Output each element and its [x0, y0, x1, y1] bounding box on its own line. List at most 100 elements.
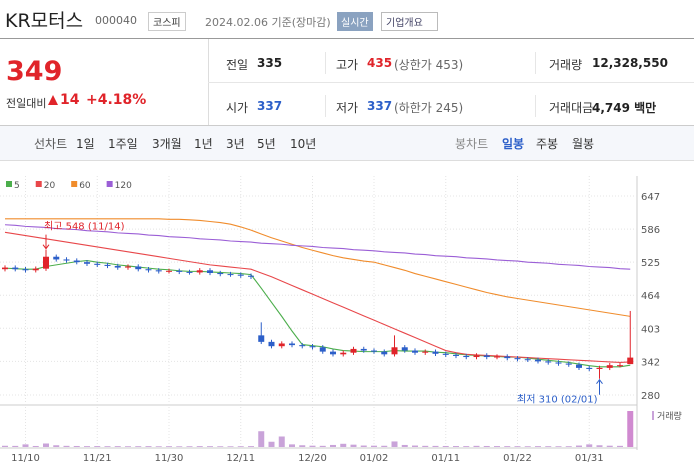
volume-swatch: [652, 411, 654, 420]
candle-body: [391, 347, 398, 355]
tab[interactable]: 3년: [226, 137, 245, 151]
tab[interactable]: 1일: [76, 137, 95, 151]
x-tick-label: 11/30: [155, 453, 184, 464]
y-tick-label: 280: [641, 391, 660, 402]
volume-bar: [555, 446, 562, 447]
volume-bar: [268, 441, 275, 447]
volume-bar: [627, 411, 634, 447]
candle-body: [555, 362, 562, 364]
change: 14: [60, 92, 80, 108]
candle-body: [401, 347, 408, 351]
volume-bar: [135, 446, 142, 447]
candle-body: [207, 270, 213, 273]
candle-body: [53, 256, 60, 260]
volume-bar: [196, 446, 203, 447]
candle-body: [545, 361, 552, 363]
volume-bar: [473, 445, 480, 447]
stat-value: 337: [367, 99, 393, 113]
volume-bar: [340, 443, 347, 447]
stat-label: 거래량: [549, 58, 583, 72]
tab[interactable]: 일봉: [502, 137, 525, 151]
tab[interactable]: 3개월: [152, 137, 182, 151]
volume-bar: [2, 445, 8, 447]
stat-value: 435: [367, 56, 393, 70]
ma-line: [4, 259, 631, 368]
annotation-arrow: [42, 234, 50, 250]
volume-bar: [422, 445, 429, 447]
company-info[interactable]: 기업개요: [381, 12, 438, 31]
candle-body: [176, 270, 183, 272]
candle-body: [32, 268, 39, 271]
candle-body: [289, 343, 295, 346]
candle-body: [617, 365, 623, 367]
candle-body: [371, 350, 377, 352]
candle-body: [22, 269, 29, 271]
candle-body: [268, 341, 275, 347]
stat-value: 335: [257, 56, 283, 70]
volume-bar: [278, 436, 285, 447]
volume-bar: [217, 446, 224, 447]
price: 349: [6, 56, 63, 87]
volume-bar: [504, 446, 511, 447]
candle-body: [278, 343, 285, 347]
tab[interactable]: 1년: [194, 137, 213, 151]
volume-bar: [32, 445, 39, 447]
y-tick-label: 586: [641, 225, 660, 236]
tab[interactable]: 10년: [290, 137, 317, 151]
volume-bar: [145, 446, 152, 447]
candle-body: [514, 358, 521, 360]
volume-bar: [248, 446, 254, 447]
volume-bar: [63, 445, 70, 447]
volume-bar: [596, 445, 603, 447]
volume-bar: [319, 445, 326, 447]
candle-body: [319, 347, 326, 352]
volume-bar: [463, 446, 470, 447]
candle-body: [627, 357, 634, 365]
x-tick-label: 11/10: [11, 453, 40, 464]
candle-body: [596, 367, 603, 369]
y-tick-label: 403: [641, 324, 660, 335]
volume-bar: [258, 431, 265, 447]
tab[interactable]: 5년: [257, 137, 276, 151]
change-label: 전일대비: [6, 97, 47, 110]
realtime-badge[interactable]: 실시간: [337, 12, 373, 31]
volume-bar: [309, 445, 316, 447]
volume-bar: [176, 446, 183, 447]
legend-swatch: [106, 181, 113, 187]
candle-body: [504, 356, 511, 359]
candle-body: [463, 355, 470, 358]
candle-body: [412, 350, 418, 353]
tab[interactable]: 주봉: [536, 137, 559, 151]
candle-body: [63, 259, 70, 261]
tab[interactable]: 월봉: [572, 137, 595, 151]
stat-label: 저가: [336, 101, 359, 115]
volume-bar: [186, 446, 193, 447]
x-tick-label: 12/11: [226, 453, 255, 464]
stat-label: 전일: [226, 58, 249, 72]
candle-body: [453, 354, 459, 356]
candle-body: [114, 265, 121, 268]
tab[interactable]: 1주일: [108, 137, 138, 151]
candle-body: [473, 355, 480, 358]
y-tick-label: 647: [641, 192, 660, 203]
volume-bar: [12, 445, 19, 447]
candle-body: [483, 355, 490, 358]
candle-body: [309, 346, 316, 348]
volume-bar: [606, 445, 613, 447]
divider: [208, 82, 694, 83]
annotation: 최저 310 (02/01): [517, 394, 598, 406]
volume-bar: [381, 445, 388, 447]
ma-line: [4, 231, 631, 364]
volume-bar: [412, 445, 418, 447]
candle-body: [145, 269, 152, 271]
stat-value: 4,749 백만: [592, 101, 657, 115]
volume-bar: [350, 444, 357, 447]
annotation-arrow: [596, 378, 603, 395]
candle-body: [248, 275, 254, 277]
candle-body: [166, 270, 172, 272]
candle-body: [155, 270, 162, 272]
volume-bar: [104, 446, 111, 447]
stat-sub: (하한가 245): [394, 101, 464, 115]
volume-bar: [227, 446, 234, 447]
